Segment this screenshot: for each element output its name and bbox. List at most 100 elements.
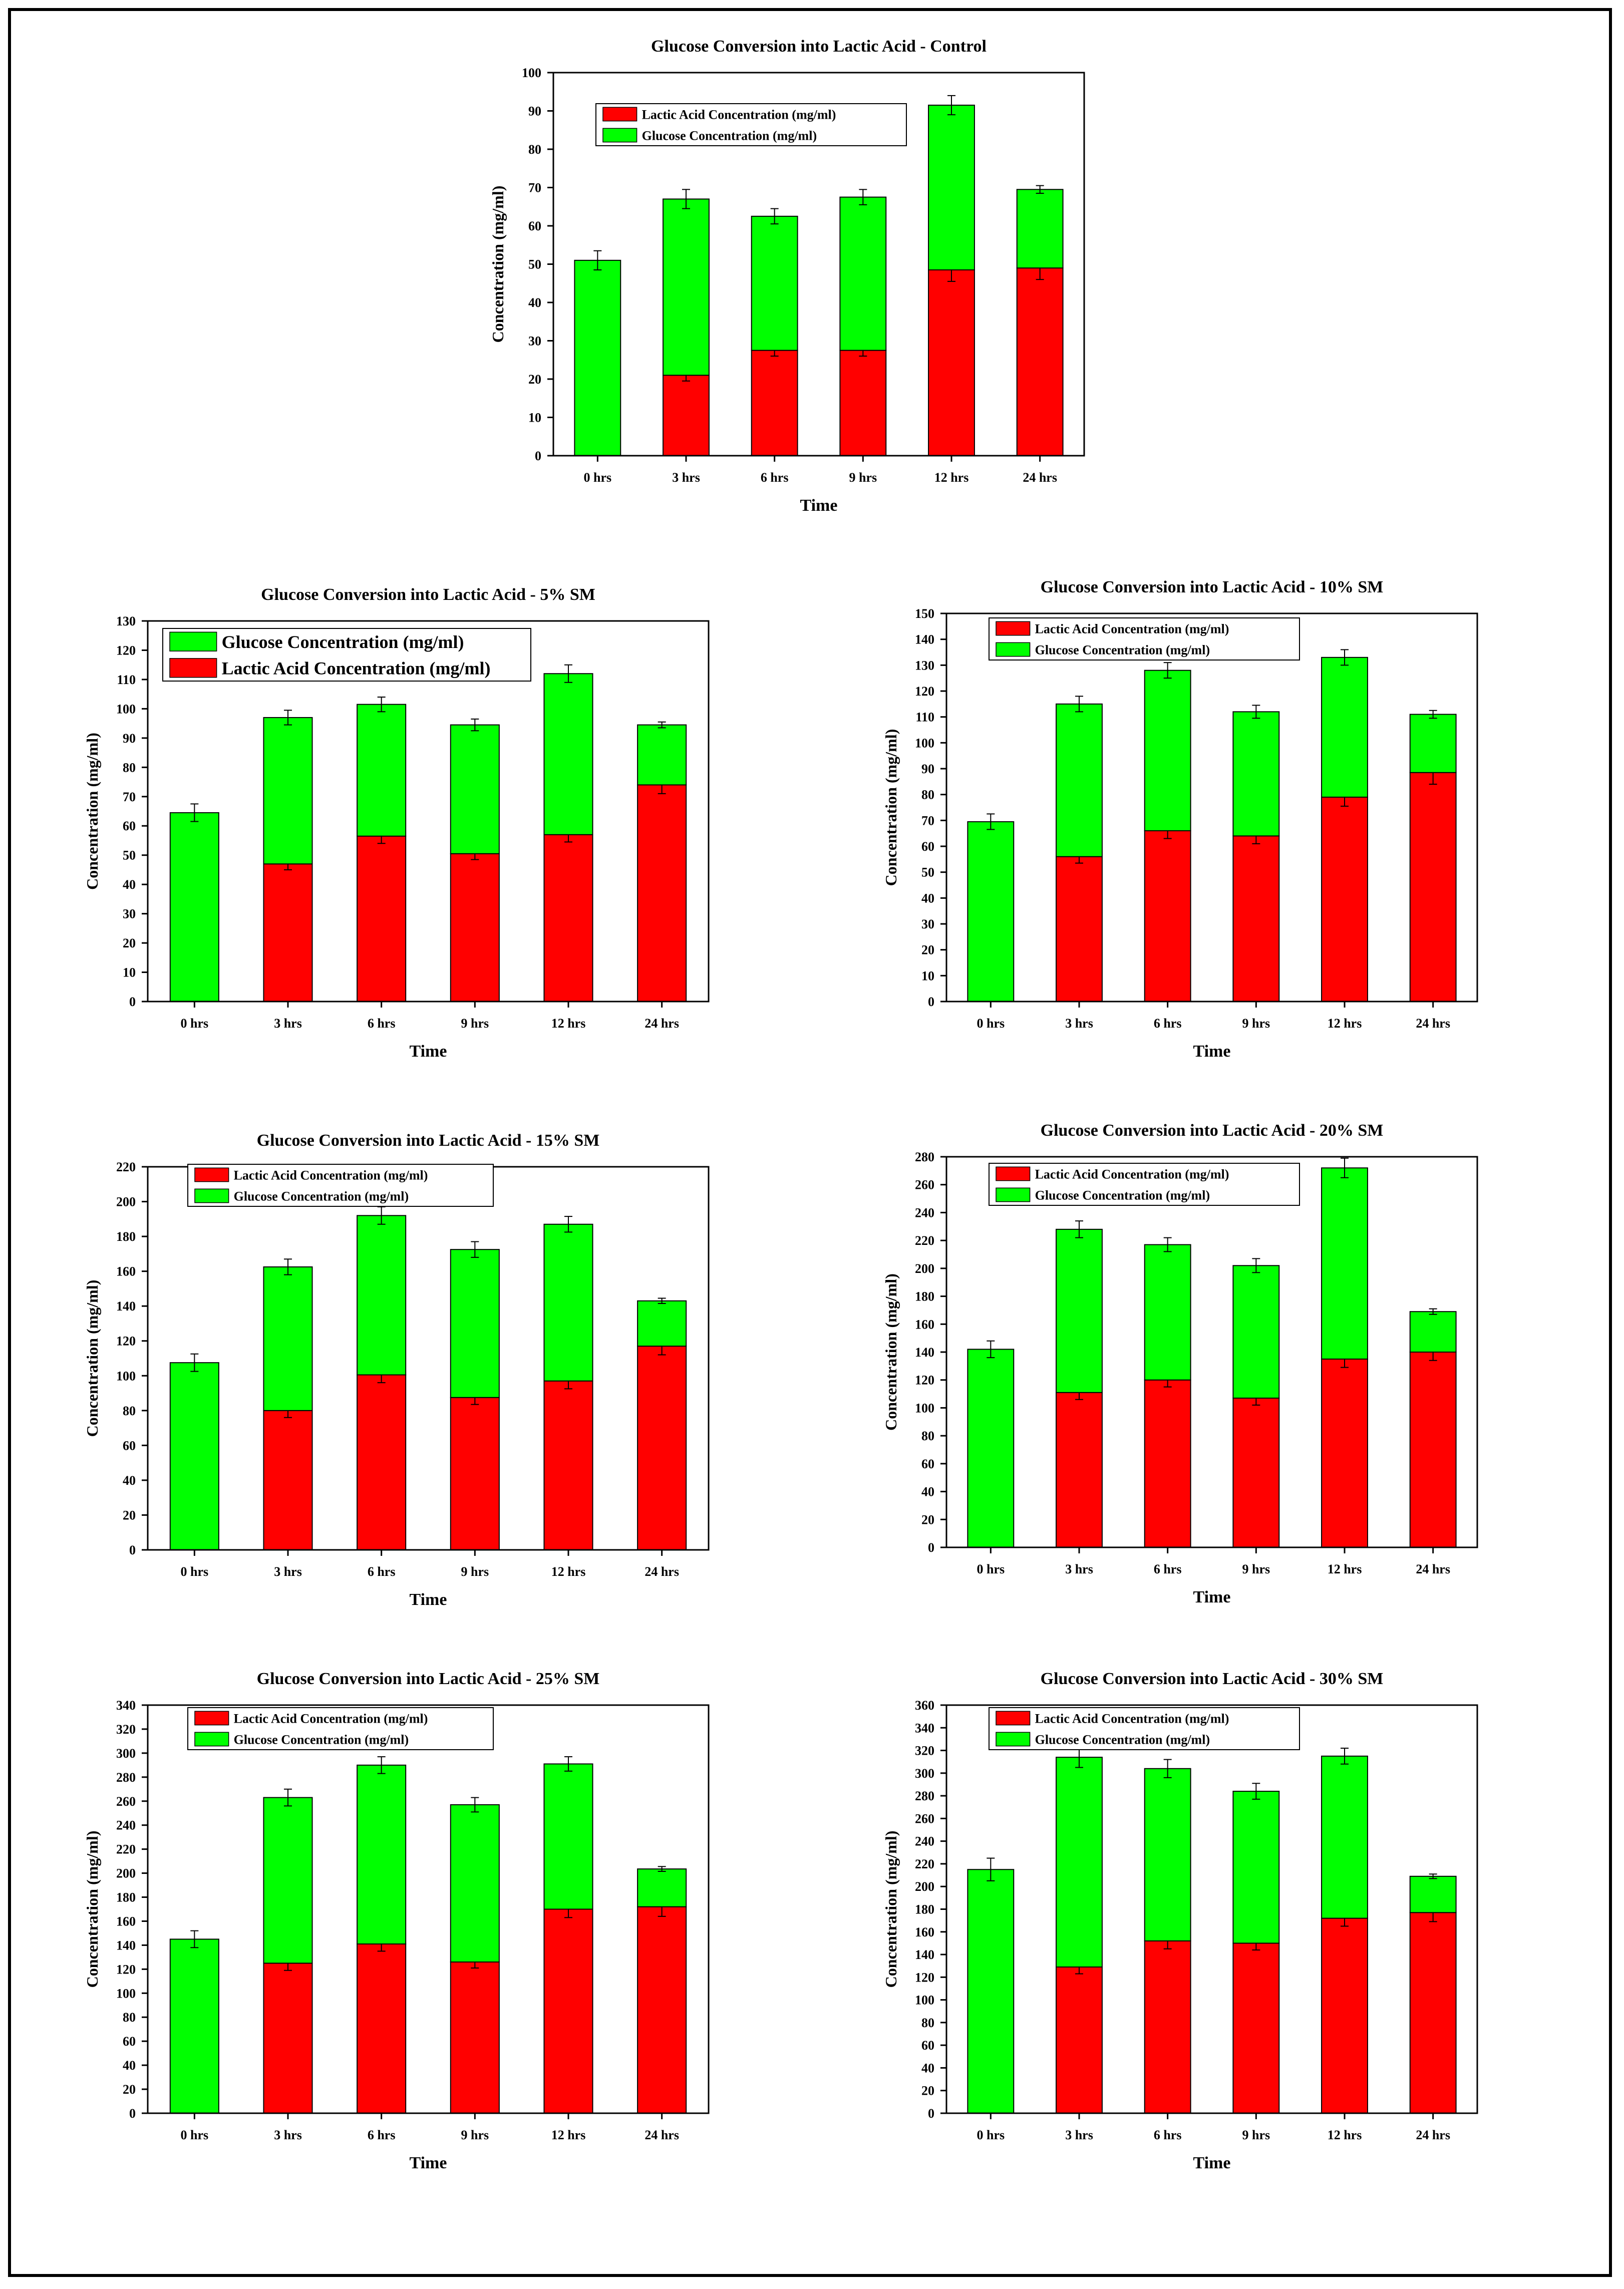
error-bar: [658, 721, 666, 729]
bar-glucose: [169, 1938, 219, 2114]
y-tick-label: 260: [116, 1794, 136, 1809]
x-axis-label: Time: [1193, 1588, 1231, 1606]
error-bar: [1429, 1308, 1437, 1315]
x-tick-label: 0 hrs: [977, 1562, 1005, 1576]
y-tick-label: 320: [116, 1722, 136, 1737]
y-tick-label: 0: [129, 1543, 136, 1557]
error-bar: [471, 1241, 479, 1258]
plot-frame: [945, 1704, 1478, 2114]
bar-glucose: [928, 105, 975, 270]
bar-glucose: [450, 1249, 500, 1398]
error-bar: [284, 710, 292, 726]
y-tick-label: 40: [123, 877, 136, 892]
bar-glucose: [169, 1362, 219, 1550]
bar-glucose: [574, 259, 621, 456]
bar-lactic: [1056, 1966, 1103, 2114]
x-tick-label: 24 hrs: [1416, 2128, 1450, 2142]
y-tick-label: 20: [921, 1512, 934, 1527]
y-tick-label: 120: [116, 1962, 136, 1977]
bar-lactic: [1409, 772, 1457, 1002]
y-tick-label: 320: [915, 1744, 934, 1758]
y-tick-label: 360: [915, 1698, 934, 1713]
x-tick-label: 12 hrs: [551, 1564, 586, 1579]
y-axis-label: Concentration (mg/ml): [882, 729, 900, 886]
bar-glucose: [1056, 1228, 1103, 1393]
bar-lactic: [357, 1374, 407, 1551]
y-tick-label: 90: [921, 762, 934, 776]
bar-glucose: [1056, 1757, 1103, 1968]
legend-swatch-glucose: [996, 1187, 1031, 1202]
y-axis-label: Concentration (mg/ml): [489, 186, 507, 343]
y-tick-label: 50: [921, 865, 934, 880]
bar-glucose: [1409, 1875, 1457, 1913]
bar-lactic: [263, 863, 313, 1002]
legend-label: Lactic Acid Concentration (mg/ml): [234, 1168, 428, 1182]
y-tick-label: 280: [915, 1150, 934, 1164]
legend-box: [989, 1707, 1300, 1750]
x-tick-label: 9 hrs: [461, 1016, 489, 1031]
legend-label: Glucose Concentration (mg/ml): [234, 1732, 409, 1747]
y-tick-label: 120: [915, 1970, 934, 1985]
y-tick-label: 280: [116, 1770, 136, 1785]
bar-glucose: [1056, 703, 1103, 857]
y-tick-label: 100: [116, 702, 136, 716]
legend-swatch-lactic: [194, 1167, 229, 1182]
error-bar: [1341, 649, 1349, 666]
legend-box: [187, 1164, 494, 1207]
error-bar: [859, 189, 867, 205]
y-tick-label: 180: [116, 1890, 136, 1905]
y-tick-label: 30: [921, 917, 934, 931]
legend: Lactic Acid Concentration (mg/ml) Glucose…: [595, 103, 907, 146]
bar-glucose: [357, 704, 407, 837]
x-tick-label: 12 hrs: [934, 470, 969, 485]
legend-label: Glucose Concentration (mg/ml): [1035, 1188, 1210, 1202]
y-tick-label: 120: [915, 1373, 934, 1388]
y-tick-label: 150: [915, 606, 934, 621]
y-tick-label: 80: [921, 2016, 934, 2030]
y-tick-label: 0: [129, 2106, 136, 2121]
x-tick-label: 6 hrs: [368, 1564, 396, 1579]
y-tick-label: 0: [129, 995, 136, 1009]
error-bar: [564, 1216, 572, 1233]
y-tick-label: 220: [116, 1160, 136, 1174]
legend: Lactic Acid Concentration (mg/ml) Glucose…: [187, 1707, 494, 1750]
bar-lactic: [1409, 1352, 1457, 1548]
chart-title: Glucose Conversion into Lactic Acid - 20…: [1041, 1121, 1384, 1140]
bar-glucose: [1321, 1167, 1368, 1360]
bar-lactic: [1144, 1379, 1191, 1548]
y-tick-label: 80: [921, 1429, 934, 1443]
y-axis-label: Concentration (mg/ml): [83, 1831, 101, 1988]
x-axis-label: Time: [410, 2154, 447, 2172]
y-axis-label: Concentration (mg/ml): [882, 1273, 900, 1431]
bar-glucose: [450, 1804, 500, 1963]
y-axis-label: Concentration (mg/ml): [83, 1280, 101, 1437]
y-tick-label: 70: [528, 181, 541, 195]
y-axis-label: Concentration (mg/ml): [882, 1831, 900, 1988]
bar-lactic: [1232, 835, 1280, 1003]
y-tick-label: 30: [123, 907, 136, 921]
y-tick-label: 140: [116, 1299, 136, 1314]
error-bar: [284, 1258, 292, 1275]
legend-swatch-glucose: [169, 631, 217, 651]
x-tick-label: 9 hrs: [461, 2128, 489, 2142]
y-tick-label: 100: [915, 1993, 934, 2008]
y-tick-label: 90: [528, 104, 541, 119]
error-bar: [1341, 1157, 1349, 1178]
x-tick-label: 9 hrs: [849, 470, 877, 485]
chart-7: Glucose Conversion into Lactic Acid - 30…: [882, 1670, 1478, 2172]
error-bar: [1036, 185, 1044, 194]
x-tick-label: 12 hrs: [551, 1016, 586, 1031]
legend-swatch-lactic: [996, 1166, 1031, 1181]
legend-box: [595, 103, 907, 146]
bar-glucose: [751, 215, 798, 351]
x-tick-label: 24 hrs: [1416, 1016, 1450, 1031]
y-tick-label: 10: [123, 965, 136, 980]
y-tick-label: 240: [116, 1818, 136, 1833]
x-tick-label: 24 hrs: [1416, 1562, 1450, 1576]
chart-title: Glucose Conversion into Lactic Acid - 25…: [257, 1670, 600, 1688]
y-axis-label: Concentration (mg/ml): [83, 733, 101, 890]
y-tick-label: 200: [116, 1195, 136, 1209]
x-tick-label: 0 hrs: [977, 2128, 1005, 2142]
bar-glucose: [263, 1797, 313, 1964]
x-tick-label: 0 hrs: [977, 1016, 1005, 1031]
